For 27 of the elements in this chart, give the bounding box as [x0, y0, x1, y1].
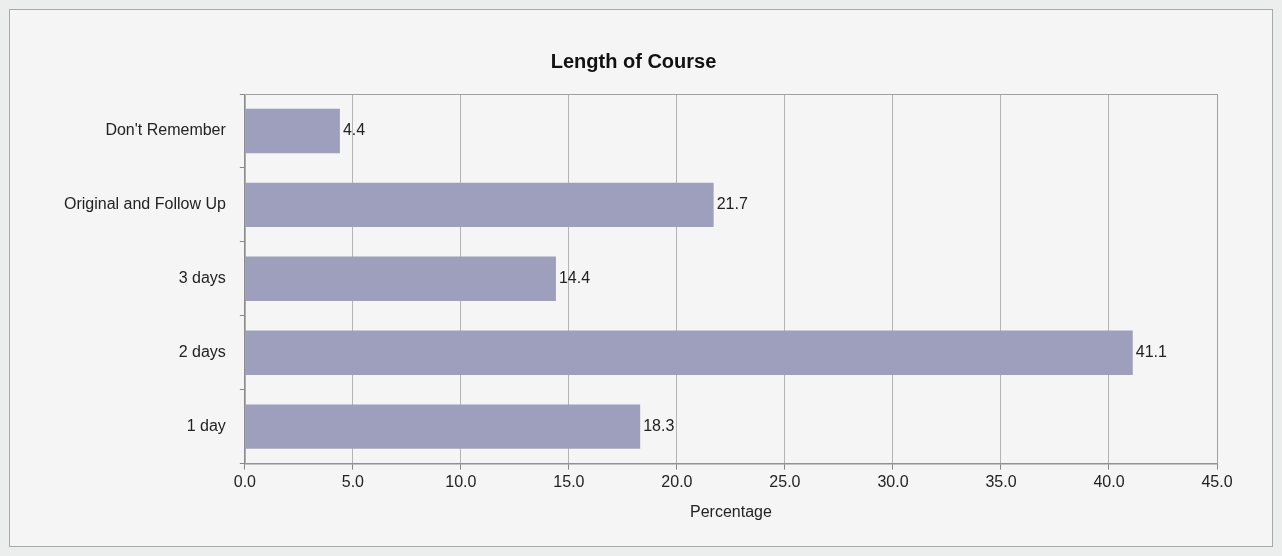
x-axis-title: Percentage	[690, 502, 772, 520]
y-tick-label: Don't Remember	[105, 121, 227, 139]
x-tick-label: 20.0	[661, 472, 693, 490]
x-tick-label: 25.0	[769, 472, 801, 490]
bar	[245, 404, 641, 449]
data-label: 21.7	[716, 195, 748, 213]
x-tick-label: 35.0	[985, 472, 1017, 490]
x-tick-label: 45.0	[1201, 472, 1233, 490]
x-tick-label: 15.0	[553, 472, 585, 490]
y-tick-label: 1 day	[186, 417, 226, 435]
y-tick-label: 2 days	[178, 343, 226, 361]
x-tick-label: 0.0	[233, 472, 257, 490]
x-tick-label: 5.0	[341, 472, 365, 490]
data-label: 14.4	[558, 269, 591, 287]
chart-title: Length of Course	[550, 49, 717, 72]
y-tick-label: Original and Follow Up	[63, 195, 226, 213]
bar	[245, 256, 556, 301]
bar	[245, 182, 714, 228]
data-label: 41.1	[1135, 343, 1167, 361]
bar	[245, 108, 340, 154]
x-tick-label: 40.0	[1093, 472, 1125, 490]
data-label: 18.3	[643, 417, 675, 435]
x-tick-label: 30.0	[877, 472, 909, 490]
data-label: 4.4	[342, 121, 366, 139]
x-tick-label: 10.0	[445, 472, 477, 490]
y-tick-label: 3 days	[178, 269, 226, 287]
bar	[245, 330, 1133, 375]
